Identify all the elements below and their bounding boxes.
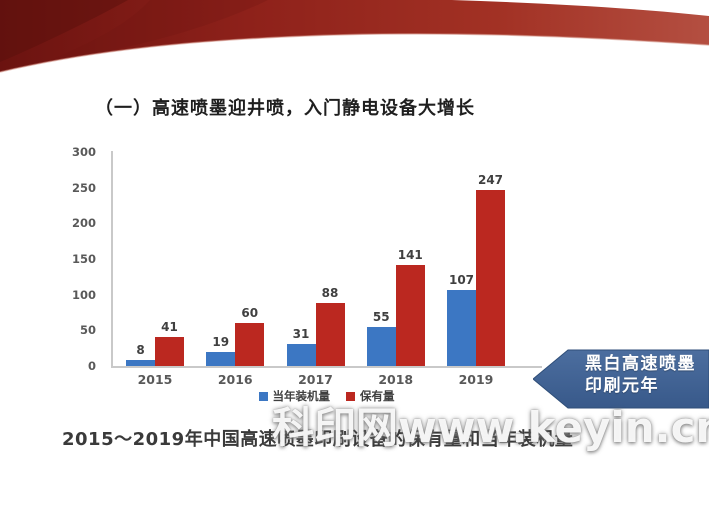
bar-value-label: 19	[212, 335, 230, 349]
bar-value-label: 31	[292, 327, 310, 341]
legend-swatch	[258, 391, 268, 401]
y-axis-tick-label: 250	[71, 180, 96, 195]
y-axis-tick-label: 300	[71, 145, 96, 159]
y-axis-tick-label: 150	[71, 252, 96, 266]
y-axis-line	[111, 151, 113, 368]
legend-label: 当年装机量	[272, 389, 331, 403]
bar-2017-installed	[286, 344, 316, 366]
x-axis-tick-label: 2018	[378, 372, 414, 387]
callout-text: 黑白高速喷墨 印刷元年	[585, 353, 696, 397]
watermark: 科印网www.keyin.cn	[272, 403, 709, 452]
callout-line-2: 印刷元年	[585, 376, 659, 396]
arrow-left-icon	[533, 349, 709, 409]
bar-2016-owned	[235, 323, 265, 366]
chart-legend: 当年装机量 保有量	[113, 388, 540, 404]
chart-caption: 2015～2019年中国高速喷墨印刷设备的保有量和当年装机量	[62, 429, 574, 450]
x-axis-tick-label: 2017	[298, 372, 333, 387]
top-ribbon-decoration	[0, 0, 709, 73]
bar-2016-installed	[206, 352, 236, 366]
bar-value-label: 60	[241, 306, 259, 320]
callout-line-1: 黑白高速喷墨	[585, 354, 696, 374]
bar-value-label: 107	[448, 273, 475, 287]
bar-2018-installed	[366, 327, 396, 366]
bar-2017-owned	[315, 303, 345, 366]
bar-value-label: 41	[161, 320, 178, 334]
bar-2019-owned	[476, 190, 505, 366]
x-axis-line	[111, 366, 542, 368]
bar-value-label: 55	[372, 310, 390, 324]
y-axis-tick-label: 50	[79, 323, 96, 338]
legend-label: 保有量	[360, 389, 395, 403]
legend-swatch	[346, 391, 355, 401]
x-axis-tick-label: 2019	[458, 372, 494, 387]
x-axis-tick-label: 2016	[217, 372, 253, 387]
callout-arrow: 黑白高速喷墨 印刷元年	[533, 347, 709, 411]
bar-value-label: 88	[321, 286, 339, 300]
bar-2015-installed	[126, 360, 155, 366]
bar-value-label: 247	[477, 173, 504, 187]
bar-2015-owned	[155, 337, 184, 366]
bar-value-label: 8	[136, 343, 145, 357]
legend-item: 当年装机量	[258, 388, 331, 404]
y-axis-tick-label: 0	[87, 359, 96, 373]
slide-title: （一）高速喷墨迎井喷，入门静电设备大增长	[95, 98, 475, 119]
legend-item: 保有量	[346, 388, 395, 404]
bar-value-label: 141	[397, 248, 423, 262]
y-axis-labels: 0 50 100 150 200 250 300	[56, 145, 104, 373]
y-axis-tick-label: 100	[71, 287, 96, 302]
y-axis-tick-label: 200	[71, 216, 96, 231]
bar-2019-installed	[447, 290, 476, 366]
x-axis-tick-label: 2015	[137, 372, 173, 387]
bar-2018-owned	[395, 265, 425, 366]
plot-area: 8 41 2015 19 60 2016 31 88 2017 55 141 2018 107 247 20…	[113, 152, 540, 387]
